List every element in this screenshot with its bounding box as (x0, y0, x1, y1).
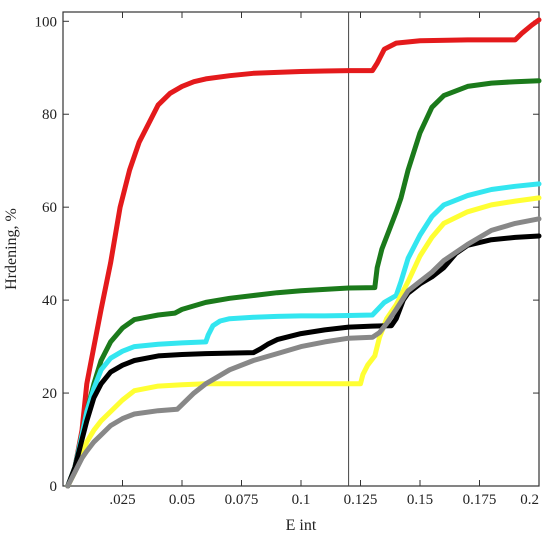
x-tick-label: 0.075 (225, 492, 259, 508)
series-line-2 (65, 78, 542, 489)
axis-ticks: .025 0.05 0.075 0.1 0.125 0.15 0.175 0.2 0 20 40 60… (35, 12, 540, 508)
x-tick-label: 0.15 (407, 492, 433, 508)
x-tick-label: .025 (109, 492, 135, 508)
y-tick-label: 80 (42, 107, 57, 123)
y-tick-label: 60 (42, 200, 57, 216)
x-tick-label: 0.1 (292, 492, 311, 508)
series-line-1 (65, 17, 542, 489)
series-group (65, 17, 542, 489)
series-line-3 (65, 181, 542, 489)
x-axis-label: E int (286, 517, 317, 534)
x-tick-label: 0.125 (344, 492, 378, 508)
series-line-6 (65, 216, 542, 489)
y-tick-label: 100 (35, 14, 58, 30)
y-tick-label: 40 (42, 293, 57, 309)
series-line-4 (65, 195, 542, 489)
x-tick-label: 0.2 (520, 492, 539, 508)
y-tick-label: 0 (50, 479, 58, 495)
x-tick-label: 0.05 (169, 492, 195, 508)
x-tick-label: 0.175 (463, 492, 497, 508)
series-line-5 (65, 233, 542, 489)
y-tick-label: 20 (42, 386, 57, 402)
y-axis-label: Hrdening, % (3, 208, 20, 290)
